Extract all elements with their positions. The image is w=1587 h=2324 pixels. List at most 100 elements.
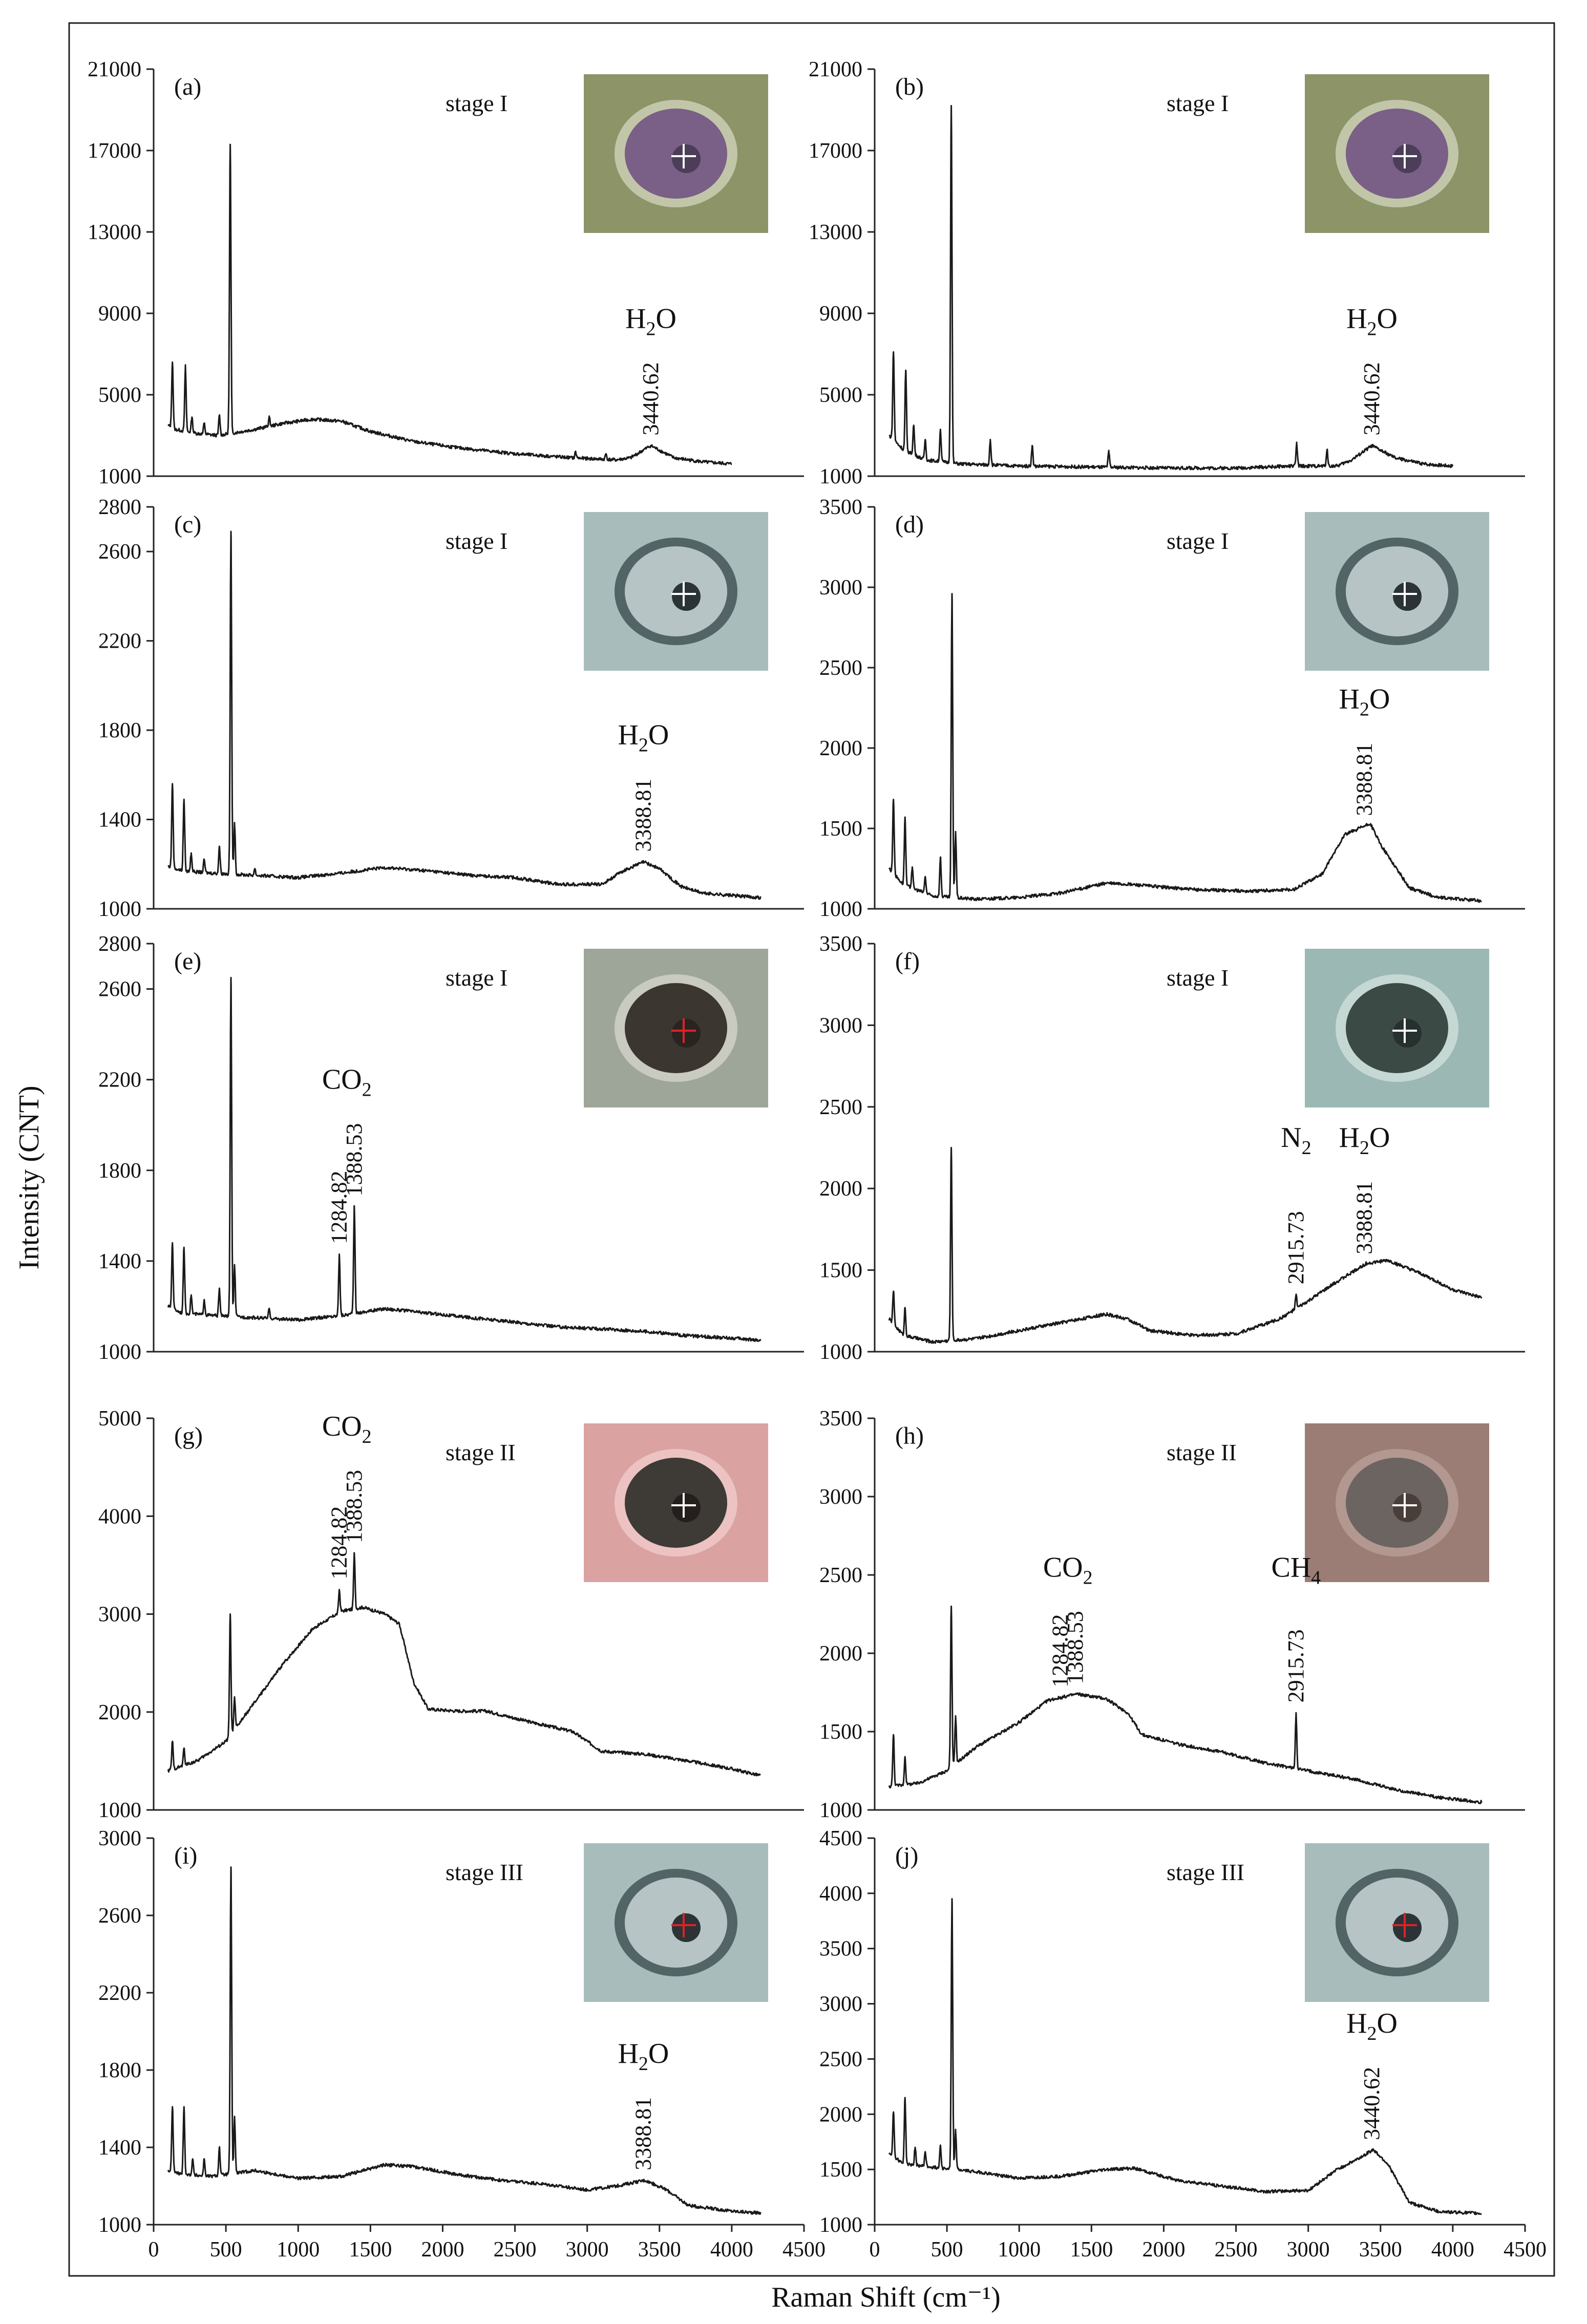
panel-g: 1000 2000 3000 4000 5000 (g) stage II 1284.8213… [98,1407,804,1822]
y-tick-label: 1000 [819,898,862,921]
y-tick-label: 4500 [819,1827,862,1850]
species-label: H2O [618,2038,669,2075]
x-tick-label: 0 [870,2238,880,2262]
y-tick-label: 3000 [98,1827,141,1850]
peak-label: 3440.62 [638,362,663,435]
y-tick-label: 5000 [98,1407,141,1431]
x-tick-label: 2500 [494,2238,537,2262]
y-tick-label: 1000 [819,2213,862,2237]
spectrum-line [167,1552,761,1777]
spectrum-line [888,105,1454,471]
panel-c: 1000 1400 1800 2200 2600 2800 (c) stage I 3388.8… [98,496,804,921]
x-tick-label: 1000 [277,2238,320,2262]
peak-label: 1284.82 [327,1506,352,1580]
stage-label: stage I [1167,528,1229,554]
species-label: H2O [1339,684,1390,720]
panel-label: (b) [895,73,924,100]
y-tick-label: 3500 [819,932,862,956]
panel-label: (f) [895,948,920,975]
inclusion-micrograph [584,74,768,233]
y-tick-label: 9000 [98,302,141,326]
panel-e: 1000 1400 1800 2200 2600 2800 (e) stage I 1284.8… [98,932,804,1364]
y-tick-label: 1500 [819,2158,862,2182]
spectrum-line [888,1898,1482,2215]
spectrum-line [888,593,1482,903]
x-tick-label: 500 [931,2238,963,2262]
y-tick-label: 1000 [819,465,862,488]
panel-label: (d) [895,511,924,538]
spectrum-line [167,530,761,900]
panel-label: (a) [174,73,201,100]
x-tick-label: 1500 [349,2238,392,2262]
inclusion-micrograph [584,1843,768,2002]
y-tick-label: 3000 [819,1993,862,2016]
y-tick-label: 17000 [88,139,141,163]
panel-d: 1000 1500 2000 2500 3000 3500 (d) stage I 3388.8… [819,496,1525,921]
y-tick-label: 1000 [819,1799,862,1822]
species-label: CO2 [322,1411,372,1447]
y-tick-label: 3000 [98,1603,141,1627]
peak-label: 1284.82 [327,1171,352,1244]
species-label: H2O [1346,2008,1398,2044]
peak-label: 3388.81 [1351,743,1377,816]
stage-label: stage III [446,1859,523,1885]
peak-label: 2915.73 [1283,1211,1308,1284]
panel-label: (c) [174,511,201,538]
panel-label: (i) [174,1842,197,1869]
species-label: H2O [618,719,669,756]
y-axis-title: Intensity (CNT) [13,1085,45,1269]
y-tick-label: 1000 [819,1340,862,1364]
panel-h: 1000 1500 2000 2500 3000 3500 (h) stage II 1284.… [819,1407,1525,1822]
y-tick-label: 3000 [819,576,862,600]
peak-label: 3440.62 [1359,362,1384,435]
x-tick-label: 2500 [1215,2238,1258,2262]
y-tick-label: 21000 [88,58,141,81]
y-tick-label: 1500 [819,817,862,841]
y-tick-label: 1000 [98,2213,141,2237]
y-tick-label: 3500 [819,1937,862,1961]
spectrum-line [888,1147,1483,1344]
x-tick-label: 0 [149,2238,159,2262]
peak-label: 1388.53 [1063,1611,1088,1684]
y-tick-label: 3500 [819,496,862,519]
panel-label: (e) [174,948,201,975]
peak-label: 3388.81 [630,2097,655,2170]
x-tick-label: 500 [210,2238,242,2262]
stage-label: stage III [1167,1859,1244,1885]
y-tick-label: 4000 [98,1505,141,1528]
x-tick-label: 4500 [782,2238,826,2262]
y-tick-label: 2200 [98,1069,141,1092]
y-tick-label: 1400 [98,1250,141,1273]
y-tick-label: 2000 [98,1701,141,1724]
species-label: H2O [1339,1122,1390,1159]
panel-a: 1000 5000 9000 13000 17000 21000 (a) stage I 344… [88,58,804,488]
y-tick-label: 17000 [809,139,862,163]
y-tick-label: 2200 [98,1981,141,2005]
x-tick-label: 2000 [421,2238,464,2262]
x-axis-title: Raman Shift (cm⁻¹) [771,2282,1001,2313]
y-tick-label: 1800 [98,1159,141,1183]
stage-label: stage I [446,965,507,991]
panel-b: 1000 5000 9000 13000 17000 21000 (b) stage I 344… [809,58,1525,488]
species-label: CH4 [1271,1551,1321,1588]
y-tick-label: 1800 [98,2059,141,2082]
x-tick-label: 2000 [1142,2238,1185,2262]
x-tick-label: 3000 [566,2238,609,2262]
y-tick-label: 2500 [819,2048,862,2071]
y-tick-label: 2000 [819,1177,862,1201]
y-tick-label: 2200 [98,630,141,653]
y-tick-label: 1400 [98,808,141,832]
inclusion-micrograph [1305,74,1489,233]
y-tick-label: 2800 [98,932,141,956]
x-tick-label: 3000 [1287,2238,1330,2262]
y-tick-label: 13000 [809,221,862,244]
y-tick-label: 4000 [819,1882,862,1906]
inclusion-micrograph [1305,512,1489,671]
stage-label: stage I [1167,90,1229,116]
x-tick-label: 4000 [1431,2238,1474,2262]
y-tick-label: 2600 [98,978,141,1001]
species-label: CO2 [1043,1551,1093,1588]
y-tick-label: 2500 [819,656,862,680]
y-tick-label: 5000 [819,383,862,407]
